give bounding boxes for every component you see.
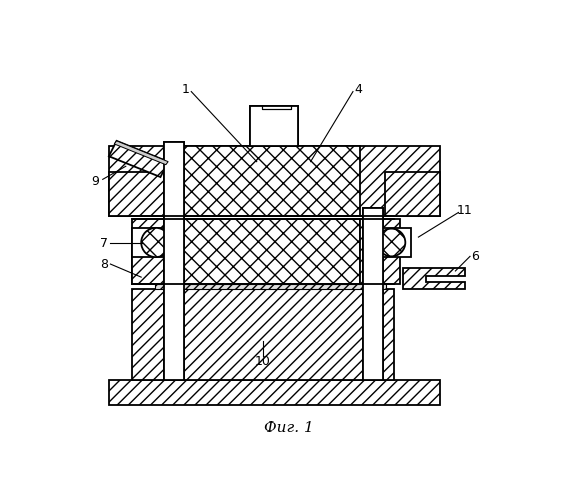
Bar <box>378 228 411 257</box>
Text: Фиг. 1: Фиг. 1 <box>264 421 314 435</box>
Text: 6: 6 <box>472 250 479 263</box>
Bar <box>132 290 394 380</box>
Polygon shape <box>109 141 168 177</box>
Text: 11: 11 <box>457 204 473 216</box>
Bar <box>109 146 440 216</box>
Bar <box>109 172 166 216</box>
Bar <box>132 218 181 284</box>
Bar <box>363 208 383 380</box>
Bar <box>360 218 400 284</box>
Text: 7: 7 <box>100 237 108 250</box>
Bar <box>164 142 184 380</box>
Bar <box>109 380 440 405</box>
Circle shape <box>378 228 406 256</box>
Bar <box>132 228 164 257</box>
Bar <box>181 218 360 284</box>
Polygon shape <box>114 141 168 165</box>
Bar <box>385 172 440 216</box>
Text: 9: 9 <box>91 175 99 188</box>
Circle shape <box>141 228 170 257</box>
Bar <box>155 284 386 290</box>
Bar <box>132 255 164 284</box>
Text: 1: 1 <box>182 83 190 96</box>
Bar <box>250 106 298 146</box>
Bar <box>181 146 360 216</box>
Text: 4: 4 <box>354 83 362 96</box>
Bar <box>250 106 298 146</box>
Text: 8: 8 <box>100 258 108 270</box>
Polygon shape <box>403 268 465 289</box>
Bar <box>363 208 383 380</box>
Bar <box>164 142 184 380</box>
Text: 10: 10 <box>255 356 271 368</box>
